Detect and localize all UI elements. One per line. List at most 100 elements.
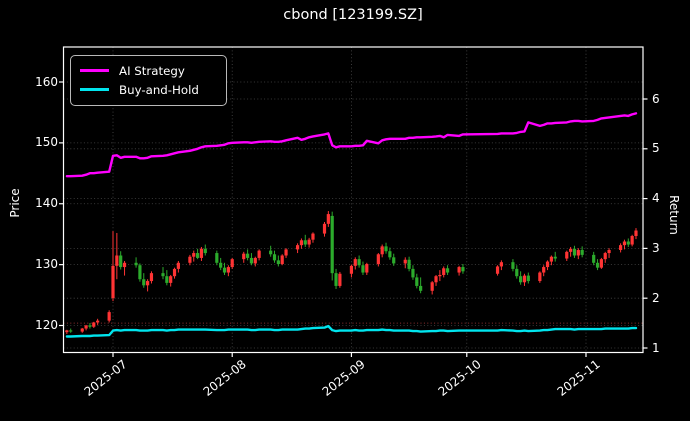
candle (146, 279, 150, 292)
candle (69, 328, 73, 333)
candle (272, 250, 277, 263)
candle (65, 329, 69, 335)
price-axis-label: Price (8, 188, 22, 218)
candle (338, 271, 342, 288)
ai-strategy-swatch (80, 68, 109, 73)
candle (111, 231, 115, 302)
candle (630, 234, 634, 247)
price-tick-label: 130 (35, 257, 58, 272)
candle (511, 259, 515, 272)
tick-marks (59, 81, 648, 357)
candle (226, 265, 230, 277)
candle (196, 248, 200, 260)
candle (388, 247, 392, 260)
candle (403, 257, 407, 269)
candle (357, 255, 361, 268)
legend-item-buy-and-hold: Buy-and-Hold (80, 80, 216, 99)
candle (349, 264, 354, 278)
candle (299, 238, 304, 249)
candle (461, 264, 465, 274)
candle (222, 262, 227, 275)
candle (442, 266, 446, 278)
candle (495, 265, 500, 276)
candle (519, 271, 523, 285)
candle (276, 255, 280, 267)
candle (569, 246, 573, 257)
candle (122, 260, 127, 276)
candle (295, 243, 300, 254)
return-tick-label: 2 (652, 290, 660, 305)
candle (284, 248, 288, 258)
candle (576, 248, 580, 260)
candle (138, 263, 142, 282)
candle (161, 267, 165, 280)
candle (434, 274, 438, 286)
candle (242, 251, 246, 263)
candle (376, 253, 380, 267)
candle (307, 237, 311, 248)
candle (361, 261, 365, 275)
candle (330, 211, 334, 281)
candle (572, 245, 577, 258)
buy-and-hold-line (65, 324, 638, 338)
candle (165, 270, 169, 286)
candle (538, 271, 542, 283)
candle (603, 251, 607, 263)
candle (88, 323, 92, 329)
candle (365, 262, 369, 275)
candle (92, 321, 96, 328)
candle (515, 265, 519, 279)
candle (545, 260, 550, 271)
candle (634, 228, 638, 240)
candle (607, 248, 611, 258)
price-tick-label: 120 (35, 318, 58, 332)
return-tick-label: 4 (652, 191, 660, 206)
candle (457, 265, 461, 276)
candle (115, 232, 119, 280)
candle (169, 274, 173, 287)
buy-and-hold-swatch (80, 87, 109, 92)
candle (253, 256, 257, 267)
return-tick-label: 1 (652, 340, 660, 355)
candle (549, 255, 553, 266)
candle (326, 211, 330, 227)
plot-spines (62, 46, 644, 354)
candle (565, 250, 569, 261)
candle (311, 232, 315, 243)
candle (392, 253, 396, 266)
candle (245, 249, 250, 261)
chart-title: cbond [123199.SZ] (283, 7, 423, 23)
candle (192, 250, 196, 262)
candle (322, 222, 327, 237)
candle (249, 253, 254, 266)
candle (430, 281, 434, 295)
candle (622, 239, 627, 250)
candle (230, 257, 234, 269)
candle (219, 257, 223, 271)
candle (334, 268, 338, 289)
ai-strategy-line (65, 112, 638, 178)
price-tick-label: 140 (35, 196, 58, 211)
candle (80, 327, 84, 333)
return-tick-label: 3 (652, 240, 660, 255)
candle (522, 273, 527, 286)
return-tick-label: 5 (652, 141, 660, 156)
candle (419, 277, 423, 294)
candle (215, 250, 219, 266)
legend-item-ai-strategy: AI Strategy (80, 61, 216, 80)
return-tick-label: 6 (652, 91, 660, 106)
candle (172, 267, 177, 279)
candle (626, 238, 630, 247)
candle (542, 265, 546, 277)
candle (203, 244, 207, 256)
candle (407, 256, 411, 272)
candle (142, 273, 146, 288)
legend: AI Strategy Buy-and-Hold (70, 55, 227, 106)
candle (199, 246, 204, 261)
candle (415, 273, 419, 289)
price-tick-label: 150 (35, 135, 58, 150)
candle (134, 257, 138, 268)
buy-and-hold-label: Buy-and-Hold (119, 82, 199, 97)
